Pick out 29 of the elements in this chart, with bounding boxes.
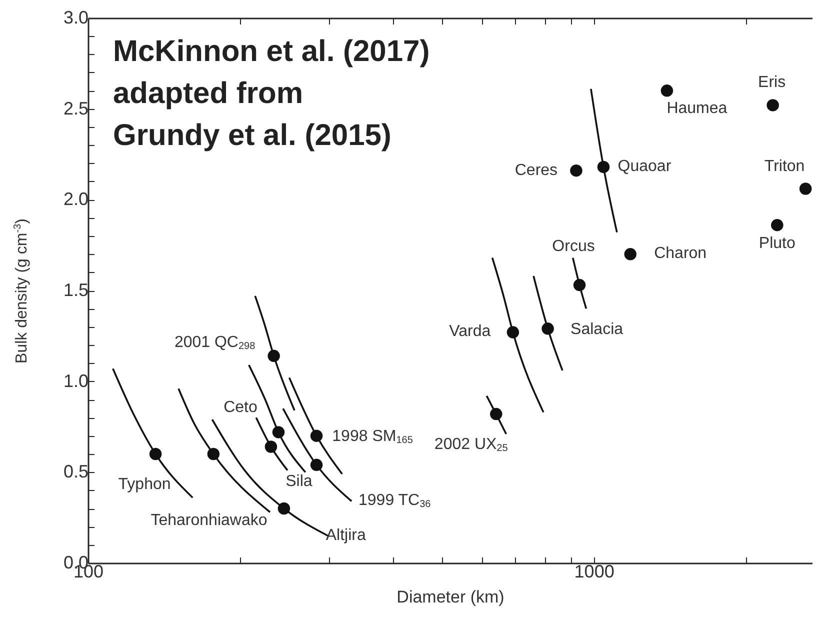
y-tick-label: 2.0: [63, 189, 88, 210]
x-axis-title: Diameter (km): [396, 588, 504, 606]
annotation: Salacia: [570, 320, 624, 339]
annotation: Altjira: [326, 526, 366, 545]
annotation: 2002 UX$_{25}$: [434, 436, 508, 454]
annotation: Haumea: [666, 100, 728, 118]
annotation: Sila: [286, 472, 312, 491]
annotation: Pluto: [758, 235, 796, 254]
annotation: Triton: [764, 158, 805, 176]
annotation: Charon: [654, 245, 707, 264]
annotation: 2001 QC$_{298}$: [174, 334, 256, 352]
y-tick-label: 0.5: [63, 462, 88, 482]
annotation: Varda: [449, 323, 491, 342]
annotation: 1999 TC$_{36}$: [358, 492, 431, 510]
annotation: Quaoar: [618, 158, 672, 176]
annotation: Typhon: [118, 476, 171, 494]
annotation: Teharonhiawako: [150, 512, 268, 530]
x-tick-label: 1000: [574, 562, 614, 582]
annotation: 1998 SM$_{165}$: [332, 428, 413, 446]
annotation: Ceres: [514, 162, 558, 180]
annotation: Ceto: [224, 399, 258, 418]
line-series: [491, 256, 544, 414]
y-tick-label: 3.0: [63, 8, 88, 28]
y-tick-label: 1.5: [63, 280, 88, 300]
y-tick-label: 2.5: [63, 98, 88, 118]
y-tick-label: 1.0: [63, 370, 88, 391]
annotation: McKinnon et al. (2017) adapted from Grundy et al. (2015): [113, 34, 430, 154]
annotation: Eris: [758, 74, 786, 92]
annotation: Orcus: [552, 238, 595, 256]
